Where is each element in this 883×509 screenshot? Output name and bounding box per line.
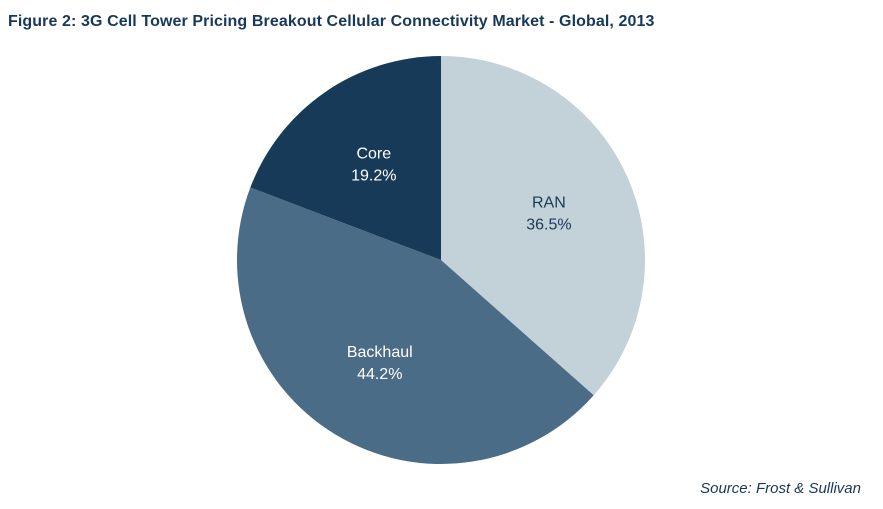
pie-labels: RAN 36.5% Backhaul 44.2% Core 19.2% xyxy=(347,146,572,384)
slice-name-core: Core xyxy=(356,146,391,163)
pie-slice-ran xyxy=(441,56,645,396)
slice-value-core: 19.2% xyxy=(351,168,396,185)
pie-slice-core xyxy=(250,56,441,260)
slice-value-backhaul: 44.2% xyxy=(357,366,402,383)
chart-title: Figure 2: 3G Cell Tower Pricing Breakout… xyxy=(8,13,655,30)
slice-name-backhaul: Backhaul xyxy=(347,344,413,361)
pie-slice-backhaul xyxy=(237,187,594,464)
pie-slices xyxy=(237,56,645,464)
slice-name-ran: RAN xyxy=(532,194,566,211)
slice-value-ran: 36.5% xyxy=(526,216,571,233)
source-note: Source: Frost & Sullivan xyxy=(700,480,861,497)
